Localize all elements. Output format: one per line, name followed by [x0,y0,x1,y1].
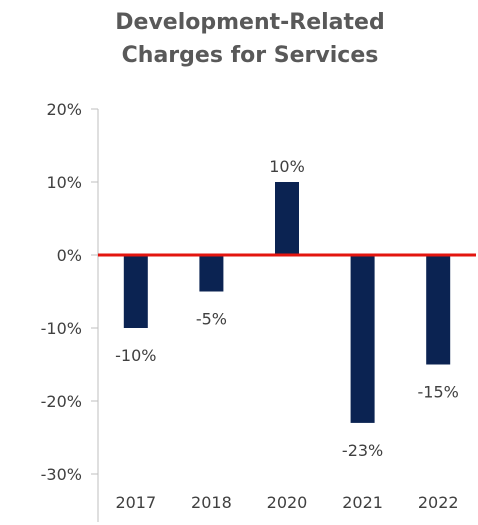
data-label-2021: -23% [342,441,383,460]
x-tick-label-2020: 2020 [267,493,308,512]
plot-area: 20% 10% 0% -10% -20% -30% -10% 2017 -5% 2018 10% 20… [41,100,476,522]
bar-2020 [275,182,299,255]
x-tick-label-2018: 2018 [191,493,232,512]
y-tick-label: 10% [46,173,82,192]
x-tick-label-2017: 2017 [115,493,156,512]
bar-2018 [199,255,224,292]
x-tick-label-2021: 2021 [342,493,383,512]
x-tick-label-2022: 2022 [418,493,459,512]
y-tick-label: 0% [57,246,82,265]
bar-2017 [123,255,148,328]
bar-2021 [350,255,375,423]
y-tick-label: 20% [46,100,82,119]
data-label-2020: 10% [269,157,305,176]
chart-title-line-2: Charges for Services [122,43,379,68]
data-label-2017: -10% [115,346,156,365]
chart-title-line-1: Development-Related [115,10,384,35]
y-tick-label: -10% [41,319,82,338]
data-label-2022: -15% [418,383,459,402]
data-label-2018: -5% [196,310,227,329]
y-tick-label: -20% [41,392,82,411]
bar-2022 [426,255,451,365]
y-tick-label: -30% [41,465,82,484]
